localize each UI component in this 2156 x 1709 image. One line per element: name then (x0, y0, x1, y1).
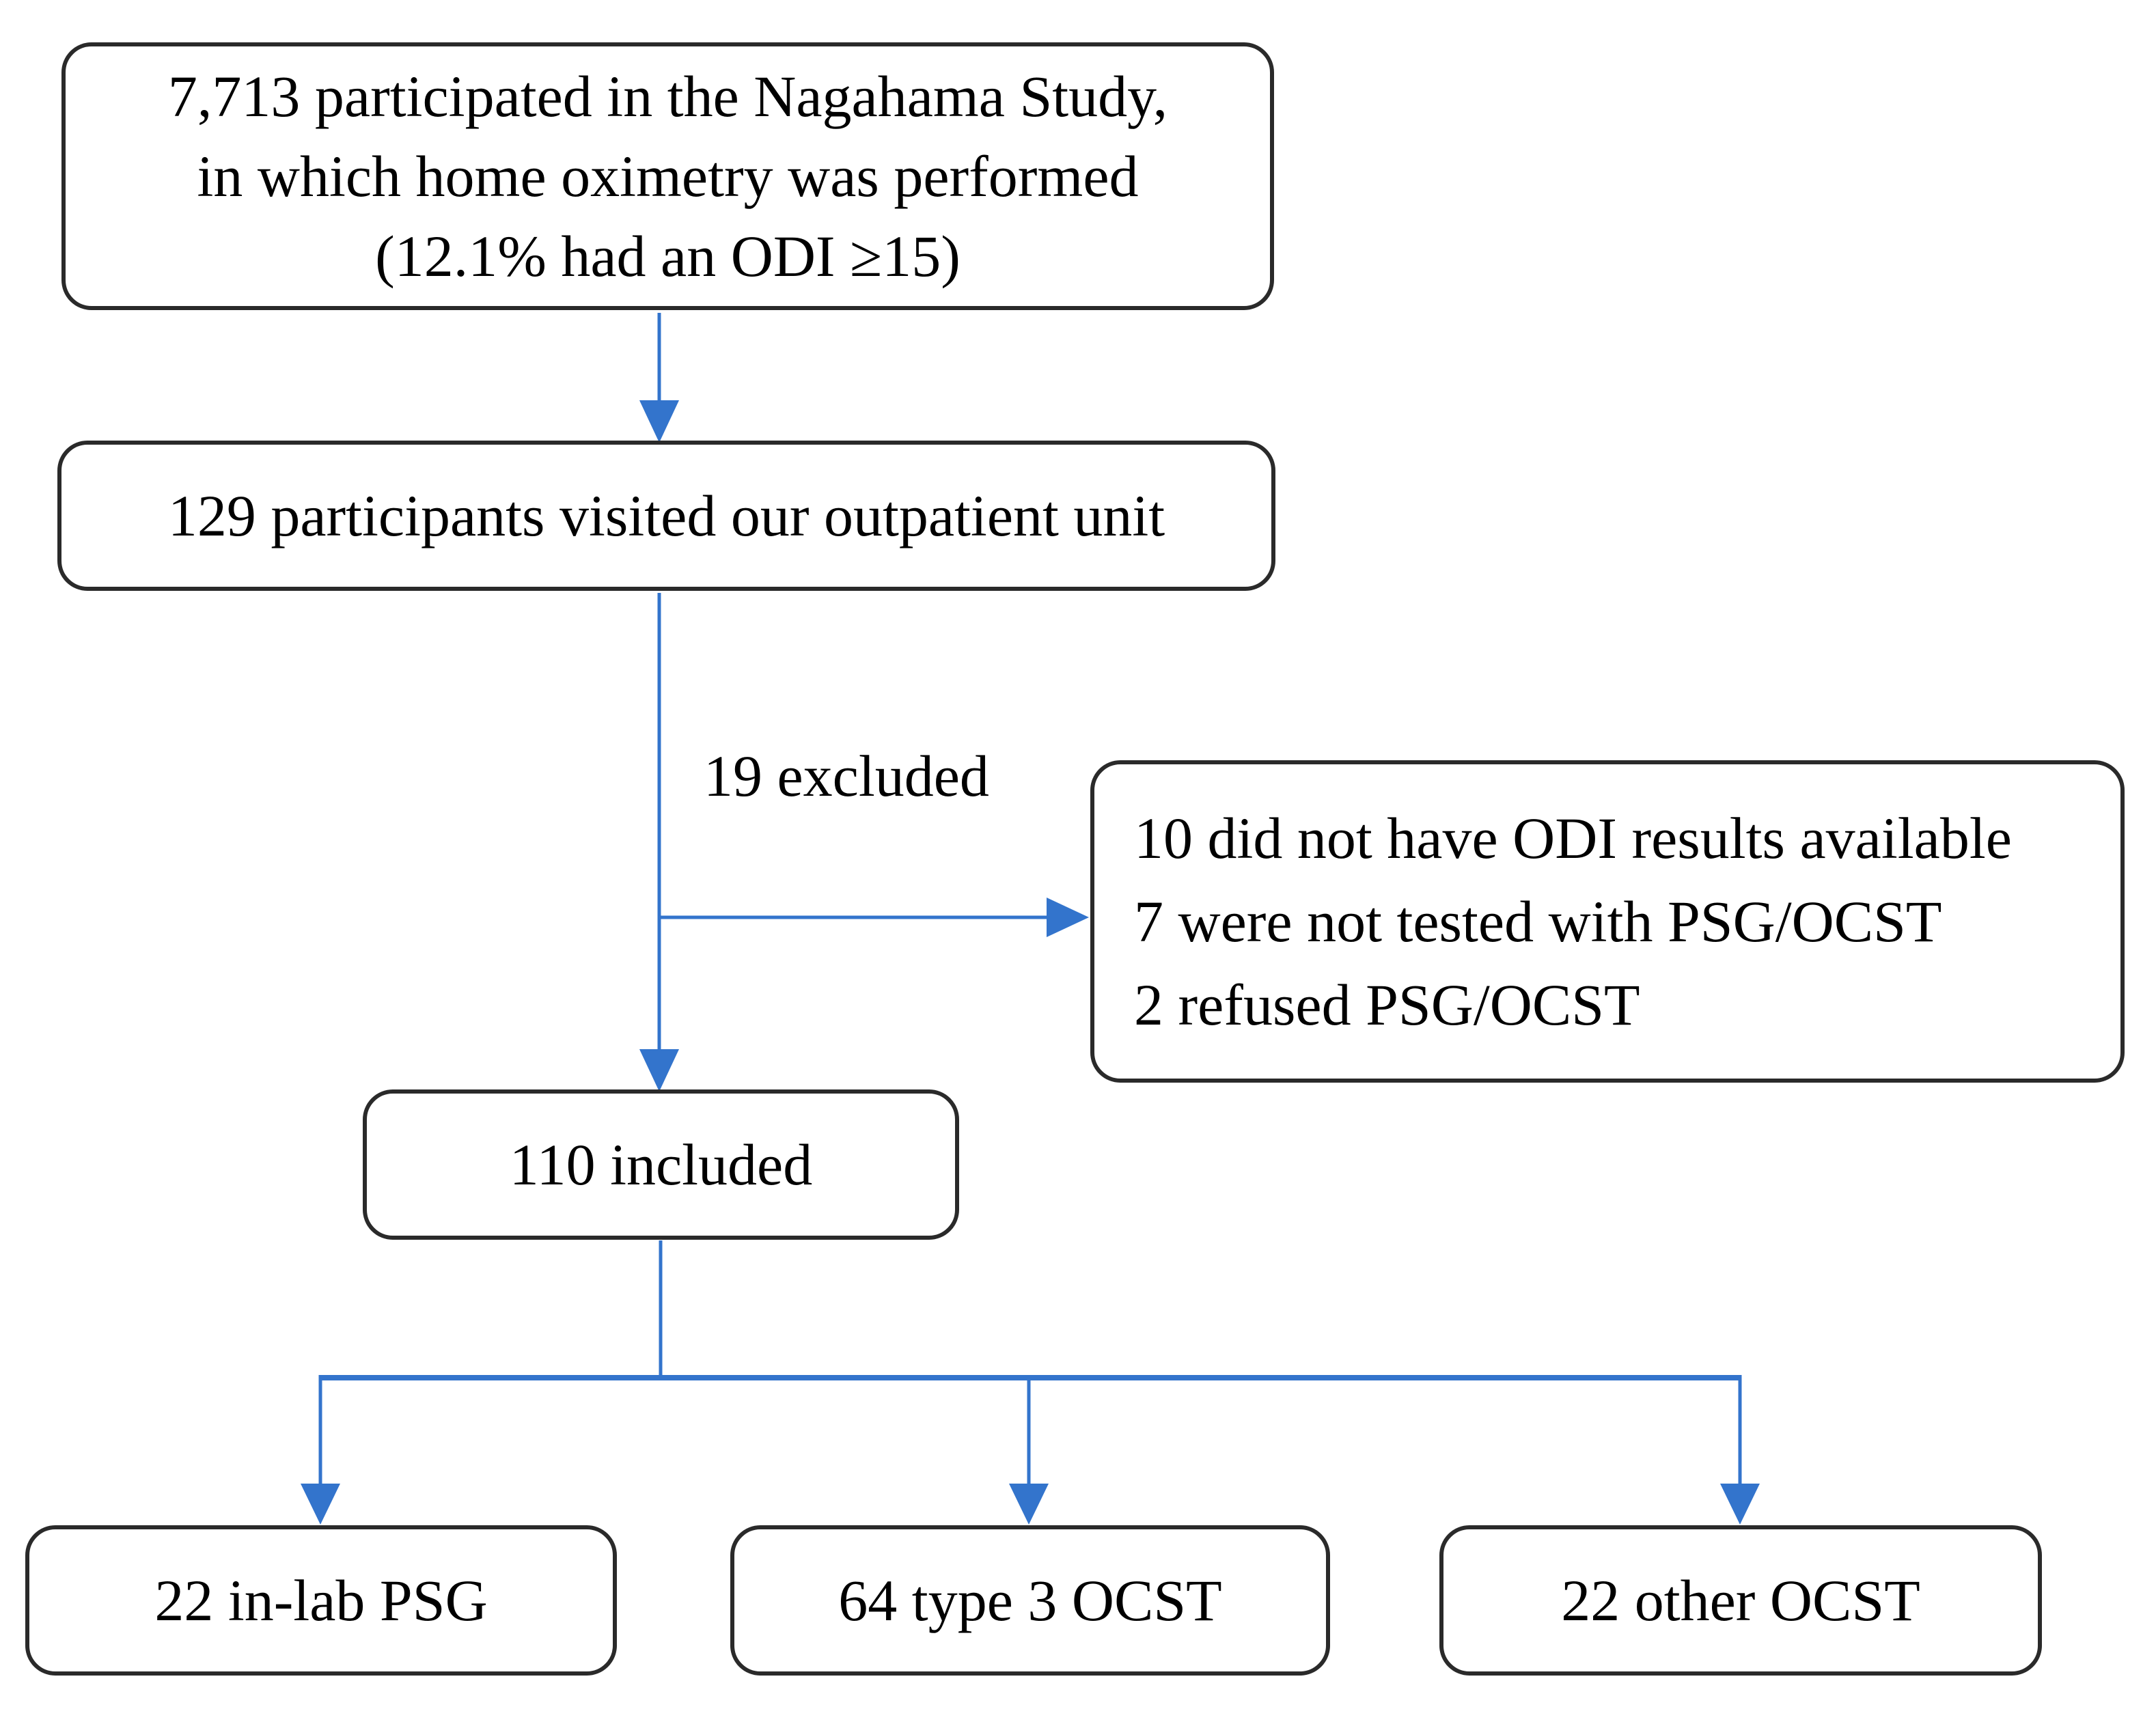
arrow-to-type3-head (1009, 1484, 1049, 1525)
arrow-to-psg-head (301, 1484, 340, 1525)
exclusion-reasons-box: 10 did not have ODI results available 7 … (1090, 760, 2125, 1083)
excluded-count-label: 19 excluded (704, 743, 989, 809)
excluded-box-line-2: 7 were not tested with PSG/OCST (1134, 889, 1942, 954)
excluded-box-line-1: 10 did not have ODI results available (1134, 805, 2012, 871)
outpatient-visit-box: 129 participants visited our outpatient … (57, 441, 1275, 591)
arrow-study-to-outpatient-head (639, 400, 679, 443)
study-box-line-3: (12.1% had an ODI ≥15) (375, 223, 960, 289)
study-box-line-2: in which home oximetry was performed (197, 143, 1139, 209)
type3-box-text: 64 type 3 OCST (838, 1567, 1222, 1633)
study-population-box: 7,713 participated in the Nagahama Study… (61, 42, 1274, 310)
in-lab-psg-box: 22 in-lab PSG (25, 1525, 617, 1676)
arrow-to-excluded-head (1047, 898, 1089, 937)
other-box-text: 22 other OCST (1561, 1567, 1920, 1633)
type3-ocst-box: 64 type 3 OCST (730, 1525, 1330, 1676)
included-count-box: 110 included (363, 1089, 959, 1240)
psg-box-text: 22 in-lab PSG (154, 1567, 488, 1633)
other-ocst-box: 22 other OCST (1439, 1525, 2042, 1676)
excluded-box-line-3: 2 refused PSG/OCST (1134, 972, 1640, 1038)
study-box-line-1: 7,713 participated in the Nagahama Study… (167, 63, 1168, 129)
arrow-outpatient-to-included-head (639, 1049, 679, 1092)
outpatient-box-text: 129 participants visited our outpatient … (167, 482, 1165, 548)
included-box-text: 110 included (509, 1131, 813, 1197)
arrow-to-other-head (1720, 1484, 1760, 1525)
